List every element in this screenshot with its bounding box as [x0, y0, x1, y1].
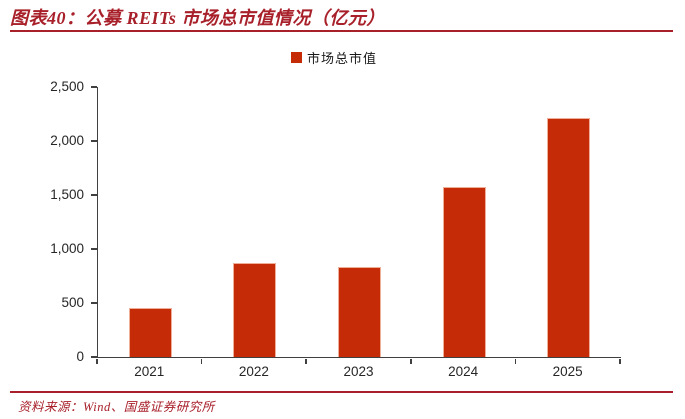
legend-label: 市场总市值	[307, 51, 378, 66]
y-axis-tick	[91, 356, 97, 358]
y-axis-tick	[91, 194, 97, 196]
y-axis-tick	[91, 86, 97, 88]
x-axis-tick	[305, 358, 307, 364]
y-axis-label-0: 0	[76, 349, 84, 364]
y-axis-tick	[91, 140, 97, 142]
x-axis-tick	[410, 358, 412, 364]
source-note: 资料来源：Wind、国盛证券研究所	[18, 400, 215, 414]
bar-2023	[338, 266, 381, 357]
y-axis-label-2500: 2,500	[50, 79, 84, 94]
bar-2022	[233, 263, 277, 357]
legend-swatch-icon	[291, 52, 302, 63]
footer-divider	[10, 391, 673, 393]
y-axis-label-1000: 1,000	[50, 241, 84, 256]
chart-legend: 市场总市值	[291, 48, 377, 67]
y-axis-tick	[91, 302, 97, 304]
y-axis-label-1500: 1,500	[50, 187, 84, 202]
x-axis-tick	[96, 358, 98, 364]
y-axis-label-2000: 2,000	[50, 133, 84, 148]
bar-2024	[442, 187, 486, 357]
x-axis-tick	[514, 358, 517, 364]
bar-2025	[547, 118, 591, 357]
y-axis-label-500: 500	[61, 295, 84, 310]
x-axis-tick	[619, 358, 621, 364]
bar-2021	[128, 308, 172, 357]
x-axis-label-2022: 2022	[238, 364, 269, 379]
figure-title: 图表40：公募 REITs 市场总市值情况（亿元）	[10, 8, 385, 28]
x-axis-label-2021: 2021	[134, 364, 165, 379]
title-divider	[10, 30, 673, 32]
y-axis-tick	[91, 248, 97, 250]
chart-plot-area	[97, 87, 621, 358]
x-axis-tick	[200, 358, 203, 364]
x-axis-label-2023: 2023	[343, 364, 374, 379]
x-axis-label-2024: 2024	[448, 364, 479, 379]
x-axis-label-2025: 2025	[552, 364, 583, 379]
